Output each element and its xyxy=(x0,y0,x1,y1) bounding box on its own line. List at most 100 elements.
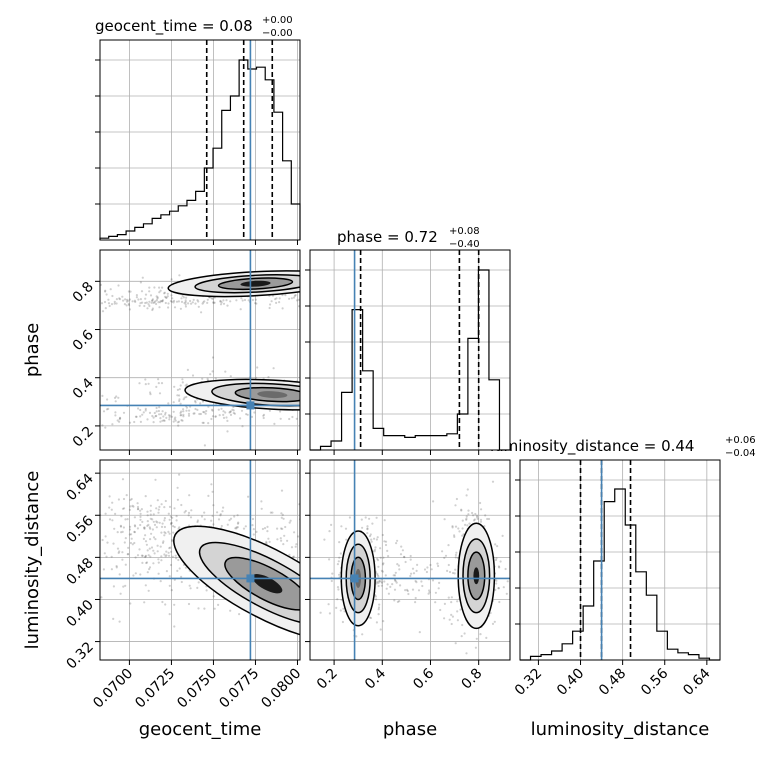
sample-point xyxy=(378,580,381,583)
xlabel-phase: phase xyxy=(383,719,437,740)
sample-point xyxy=(174,419,177,422)
sample-point xyxy=(180,580,183,584)
sample-point xyxy=(151,298,154,301)
sample-point xyxy=(168,416,171,419)
sample-point xyxy=(139,415,142,418)
sample-point xyxy=(296,535,300,538)
ytick-label-luminosity-distance-1: 0.40 xyxy=(63,597,96,630)
sample-point xyxy=(167,306,170,309)
sample-point xyxy=(266,530,269,533)
sample-point xyxy=(155,526,158,529)
sample-point xyxy=(168,547,171,550)
sample-point xyxy=(133,420,136,424)
sample-point xyxy=(130,497,133,501)
sample-point xyxy=(105,408,109,411)
sample-point xyxy=(69,521,71,523)
sample-point xyxy=(162,415,165,418)
sample-point xyxy=(175,515,178,518)
sample-point xyxy=(459,608,462,611)
sample-point xyxy=(436,562,439,565)
sample-point xyxy=(479,518,483,521)
sample-point xyxy=(116,547,120,550)
sample-point xyxy=(460,508,463,511)
sample-point xyxy=(387,555,390,558)
sample-point xyxy=(118,573,121,576)
sample-point xyxy=(187,412,191,415)
sample-point xyxy=(116,419,119,422)
sample-point xyxy=(133,530,136,534)
sample-point xyxy=(220,407,223,410)
sample-point xyxy=(450,622,453,626)
sample-point xyxy=(301,567,303,569)
sample-point xyxy=(89,508,91,510)
sample-point xyxy=(255,530,258,534)
sample-point xyxy=(84,305,86,307)
sample-point xyxy=(376,559,380,562)
sample-point xyxy=(157,511,160,514)
panel-frame-geocent_time-luminosity_distance xyxy=(99,459,301,661)
sample-point xyxy=(118,418,121,421)
sample-point xyxy=(185,395,188,399)
sample-point xyxy=(360,518,363,521)
sample-point xyxy=(140,508,143,511)
sample-point xyxy=(217,408,220,411)
sample-point xyxy=(384,543,388,547)
sample-point xyxy=(139,509,142,512)
sample-point xyxy=(153,523,157,527)
sample-point xyxy=(217,603,220,607)
sample-point xyxy=(180,575,183,578)
sample-point xyxy=(282,517,285,520)
sample-point xyxy=(196,299,199,302)
sample-point xyxy=(164,499,167,503)
sample-point xyxy=(125,298,129,301)
sample-point xyxy=(207,422,210,425)
sample-point xyxy=(160,413,163,416)
sample-point xyxy=(330,579,333,583)
sample-point xyxy=(91,423,93,425)
sample-point xyxy=(133,531,136,534)
sample-point xyxy=(145,561,148,565)
sample-point xyxy=(494,543,497,546)
sample-point xyxy=(163,517,166,520)
sample-point xyxy=(464,523,467,527)
sample-point xyxy=(336,598,339,601)
sample-point xyxy=(211,409,214,412)
sample-point xyxy=(156,550,159,553)
sample-point xyxy=(167,551,170,554)
sample-point xyxy=(147,589,150,592)
sample-point xyxy=(117,396,120,399)
sample-point xyxy=(393,588,397,591)
sample-point xyxy=(219,303,223,306)
sample-point xyxy=(67,285,69,287)
sample-point xyxy=(148,566,152,569)
sample-point xyxy=(160,382,164,385)
sample-point xyxy=(428,591,431,594)
sample-point xyxy=(498,600,501,604)
sample-point xyxy=(152,416,155,419)
sample-point xyxy=(237,521,240,524)
sample-point xyxy=(134,525,137,528)
sample-point xyxy=(463,632,466,635)
sample-point xyxy=(448,618,451,621)
sample-point xyxy=(158,406,161,409)
sample-point xyxy=(197,581,200,584)
sample-point xyxy=(149,555,152,558)
sample-point xyxy=(414,579,417,583)
sample-point xyxy=(229,609,232,612)
sample-point xyxy=(415,581,418,584)
sample-point xyxy=(169,414,172,417)
sample-point xyxy=(214,415,217,418)
sample-point xyxy=(370,538,373,541)
sample-point xyxy=(302,590,304,592)
sample-point xyxy=(184,305,187,308)
sample-point xyxy=(172,401,175,404)
sample-point xyxy=(121,558,124,561)
sample-point xyxy=(144,555,147,559)
sample-point xyxy=(382,556,385,559)
sample-point xyxy=(121,478,125,481)
sample-point xyxy=(128,308,131,311)
sample-point xyxy=(108,495,111,498)
sample-point xyxy=(414,601,417,604)
sample-point xyxy=(157,572,160,575)
sample-point xyxy=(131,504,134,507)
